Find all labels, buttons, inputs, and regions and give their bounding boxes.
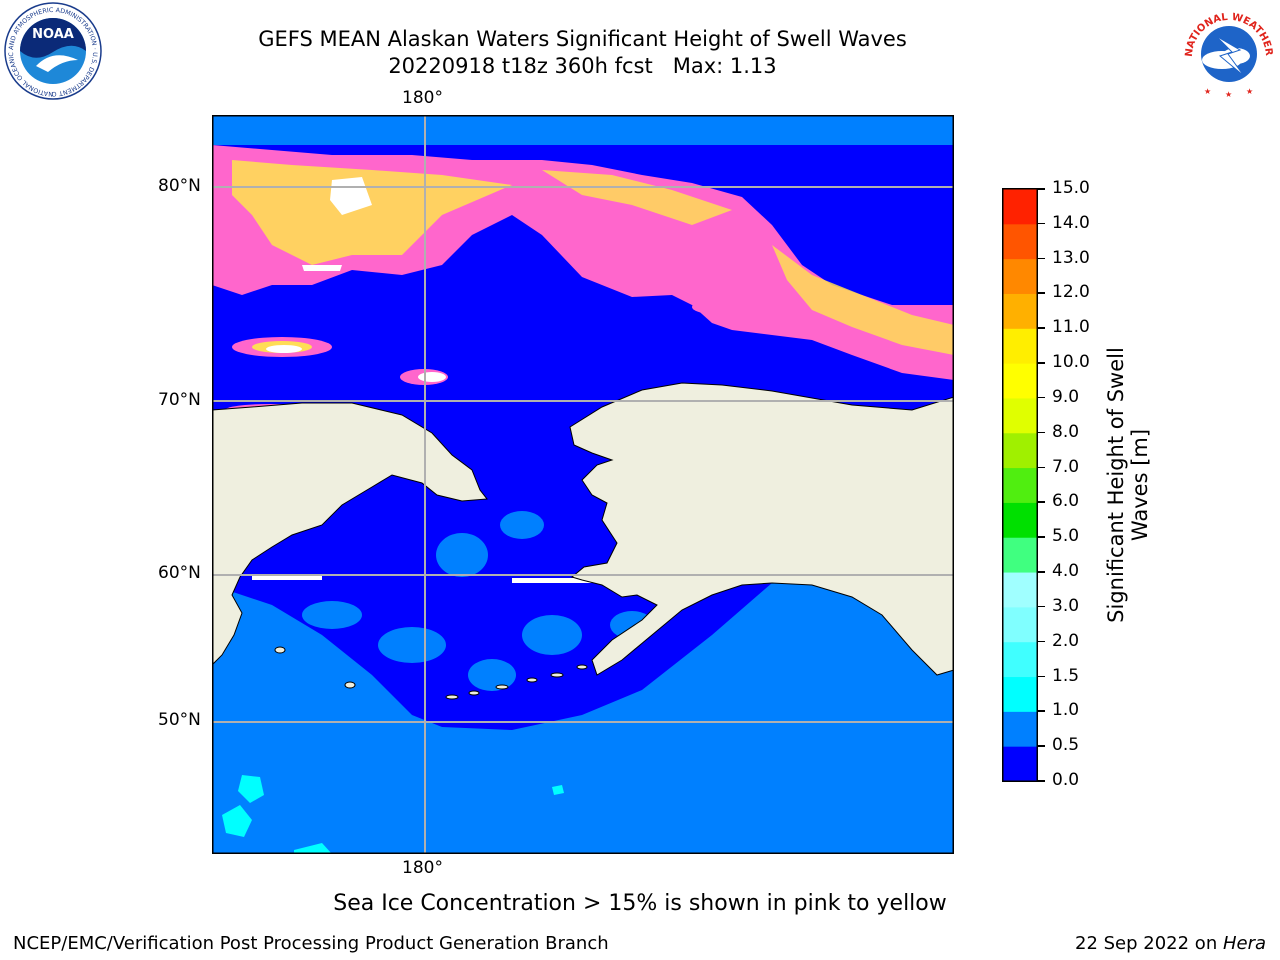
colorbar-tick-label: 5.0 — [1052, 526, 1080, 547]
colorbar-segment — [1003, 676, 1037, 712]
lat-label-60: 60°N — [158, 563, 201, 583]
colorbar-tick-label: 4.0 — [1052, 561, 1080, 582]
colorbar-tick-mark — [1038, 292, 1045, 294]
colorbar-tick-label: 11.0 — [1052, 317, 1090, 338]
colorbar-tick-label: 13.0 — [1052, 247, 1090, 268]
colorbar-tick-label: 0.0 — [1052, 770, 1080, 790]
colorbar-segment — [1003, 746, 1037, 782]
colorbar-segment — [1003, 467, 1037, 503]
nws-logo: NATIONAL WEATHER SERVICE ★ ★ ★ — [1178, 2, 1276, 99]
sea-ice-footnote: Sea Ice Concentration > 15% is shown in … — [333, 891, 947, 916]
noaa-logo: NATIONAL OCEANIC AND ATMOSPHERIC ADMINIS… — [2, 2, 102, 100]
colorbar-tick-label: 10.0 — [1052, 352, 1090, 373]
map-panel — [212, 115, 954, 854]
colorbar-tick-mark — [1038, 431, 1045, 434]
colorbar-tick-mark — [1038, 536, 1045, 538]
colorbar-tick-label: 12.0 — [1052, 282, 1090, 303]
colorbar-tick-mark — [1038, 466, 1045, 469]
svg-text:★: ★ — [1225, 90, 1232, 99]
colorbar-segment — [1003, 572, 1037, 608]
colorbar-segment — [1003, 363, 1037, 399]
colorbar-tick-mark — [1038, 188, 1045, 190]
colorbar-segment — [1003, 328, 1037, 364]
colorbar-segment — [1003, 432, 1037, 469]
land-siberia — [212, 402, 488, 666]
footer-host: Hera — [1222, 933, 1266, 954]
colorbar-tick-mark — [1038, 501, 1045, 503]
map-title: GEFS MEAN Alaskan Waters Significant Hei… — [258, 27, 907, 51]
aleutian-islands — [274, 646, 588, 700]
colorbar-tick-label: 1.0 — [1052, 700, 1080, 721]
lon-label-bottom: 180° — [402, 858, 443, 878]
colorbar-tick-label: 7.0 — [1052, 456, 1080, 477]
colorbar-segment — [1003, 397, 1037, 434]
colorbar-tick-mark — [1038, 780, 1045, 782]
noaa-logo-text: NOAA — [32, 27, 74, 42]
high-swell-patches — [222, 775, 564, 854]
colorbar-tick-label: 8.0 — [1052, 421, 1080, 442]
colorbar-tick-label: 3.0 — [1052, 595, 1080, 616]
footer-credit: NCEP/EMC/Verification Post Processing Pr… — [13, 933, 609, 954]
colorbar-tick-mark — [1038, 571, 1045, 573]
colorbar-tick-mark — [1038, 745, 1045, 747]
colorbar-segment — [1003, 223, 1037, 260]
colorbar-tick-mark — [1038, 362, 1045, 364]
colorbar-tick-label: 1.5 — [1052, 665, 1080, 686]
colorbar-tick-label: 2.0 — [1052, 630, 1080, 651]
colorbar-tick-mark — [1038, 327, 1045, 329]
graticule — [212, 115, 954, 854]
colorbar-tick-label: 14.0 — [1052, 212, 1090, 233]
colorbar — [1002, 188, 1038, 782]
colorbar-segment — [1003, 502, 1037, 538]
footer-date-text: 22 Sep 2022 on — [1075, 933, 1223, 954]
colorbar-segment — [1003, 189, 1037, 225]
map-frame — [212, 115, 954, 854]
colorbar-tick-mark — [1038, 675, 1045, 678]
colorbar-segment — [1003, 606, 1037, 643]
footer-date: 22 Sep 2022 on Hera — [1075, 933, 1266, 954]
lat-label-80: 80°N — [158, 176, 201, 196]
colorbar-tick-mark — [1038, 605, 1045, 608]
colorbar-tick-label: 9.0 — [1052, 386, 1080, 407]
land-alaska — [569, 382, 954, 676]
colorbar-tick-label: 0.5 — [1052, 735, 1080, 756]
lat-label-70: 70°N — [158, 390, 201, 410]
colorbar-segment — [1003, 258, 1037, 294]
colorbar-tick-label: 15.0 — [1052, 178, 1090, 198]
colorbar-title: Significant Height of Swell Waves [m] — [1104, 347, 1152, 623]
colorbar-tick-mark — [1038, 257, 1045, 260]
bering-patches — [302, 511, 654, 691]
colorbar-frame — [1002, 188, 1038, 782]
svg-text:★: ★ — [1204, 87, 1211, 96]
colorbar-tick-mark — [1038, 396, 1045, 399]
svg-text:★: ★ — [1246, 87, 1253, 96]
colorbar-tick-mark — [1038, 222, 1045, 225]
map-subtitle: 20220918 t18z 360h fcst Max: 1.13 — [388, 54, 777, 78]
colorbar-tick-mark — [1038, 710, 1045, 712]
colorbar-segment — [1003, 641, 1037, 678]
colorbar-segment — [1003, 711, 1037, 747]
lat-label-50: 50°N — [158, 710, 201, 730]
colorbar-tick-mark — [1038, 640, 1045, 643]
colorbar-segment — [1003, 537, 1037, 573]
colorbar-segment — [1003, 293, 1037, 329]
colorbar-tick-label: 6.0 — [1052, 491, 1080, 512]
lon-label-top: 180° — [402, 88, 443, 108]
